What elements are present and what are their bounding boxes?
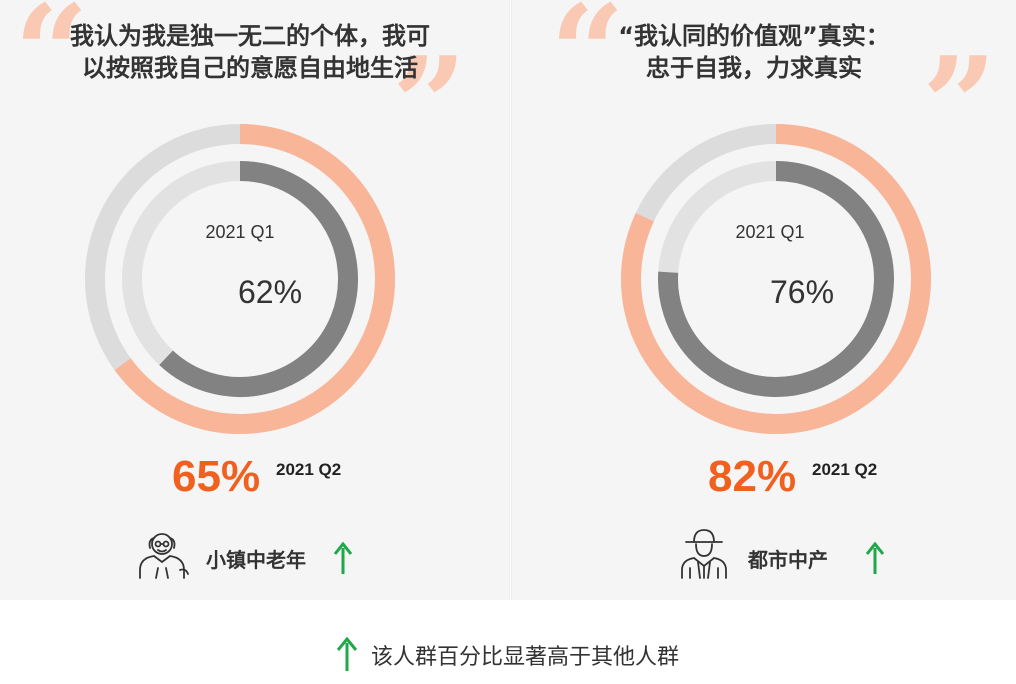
- q2-label: 2021 Q2: [276, 460, 342, 479]
- heading-line: 忠于自我，力求真实: [646, 54, 862, 82]
- q1-ring-arc: [159, 161, 358, 397]
- heading-line: “我认同的价值观”真实：: [618, 22, 890, 50]
- person-with-hat-icon: [681, 529, 727, 579]
- chart-panel-small-town-elderly: “ ” 我认为我是独一无二的个体，我可 以按照我自己的意愿自由地生活 2021 …: [0, 0, 510, 600]
- q1-value: 62%: [237, 274, 303, 310]
- q2-value: 65%: [172, 452, 261, 501]
- close-quote-icon: ”: [392, 28, 467, 181]
- donut-chart: [85, 124, 395, 434]
- panel-divider: [509, 0, 512, 600]
- q1-ring-arc: [658, 161, 894, 397]
- q2-value: 82%: [708, 452, 797, 501]
- open-quote-icon: “: [14, 0, 89, 129]
- chart-panel-urban-middle-class: “ ” “我认同的价值观”真实： 忠于自我，力求真实 2021 Q1 76% 8…: [512, 0, 1016, 600]
- heading-line: 我认为我是独一无二的个体，我可: [70, 22, 430, 50]
- persona-label: 小镇中老年: [206, 548, 306, 572]
- up-arrow-icon: [866, 542, 884, 574]
- donut-chart: [621, 124, 931, 434]
- persona-label: 都市中产: [748, 548, 828, 572]
- q1-value: 76%: [769, 274, 835, 310]
- panel-heading: 我认为我是独一无二的个体，我可 以按照我自己的意愿自由地生活: [0, 20, 500, 84]
- up-arrow-icon: [334, 542, 352, 574]
- panel-heading: “我认同的价值观”真实： 忠于自我，力求真实: [502, 20, 1006, 84]
- q1-label: 2021 Q1: [735, 222, 805, 242]
- open-quote-icon: “: [550, 0, 625, 129]
- q1-label: 2021 Q1: [205, 222, 275, 242]
- heading-line: 以按照我自己的意愿自由地生活: [82, 54, 418, 82]
- q2-ring-arc: [621, 124, 931, 434]
- q2-label: 2021 Q2: [812, 460, 878, 479]
- footnote: 该人群百分比显著高于其他人群: [0, 637, 1016, 673]
- close-quote-icon: ”: [922, 28, 997, 181]
- q2-ring-arc: [114, 124, 395, 434]
- footnote-text: 该人群百分比显著高于其他人群: [370, 645, 679, 670]
- up-arrow-icon: [336, 637, 357, 671]
- elderly-person-icon: [139, 533, 189, 579]
